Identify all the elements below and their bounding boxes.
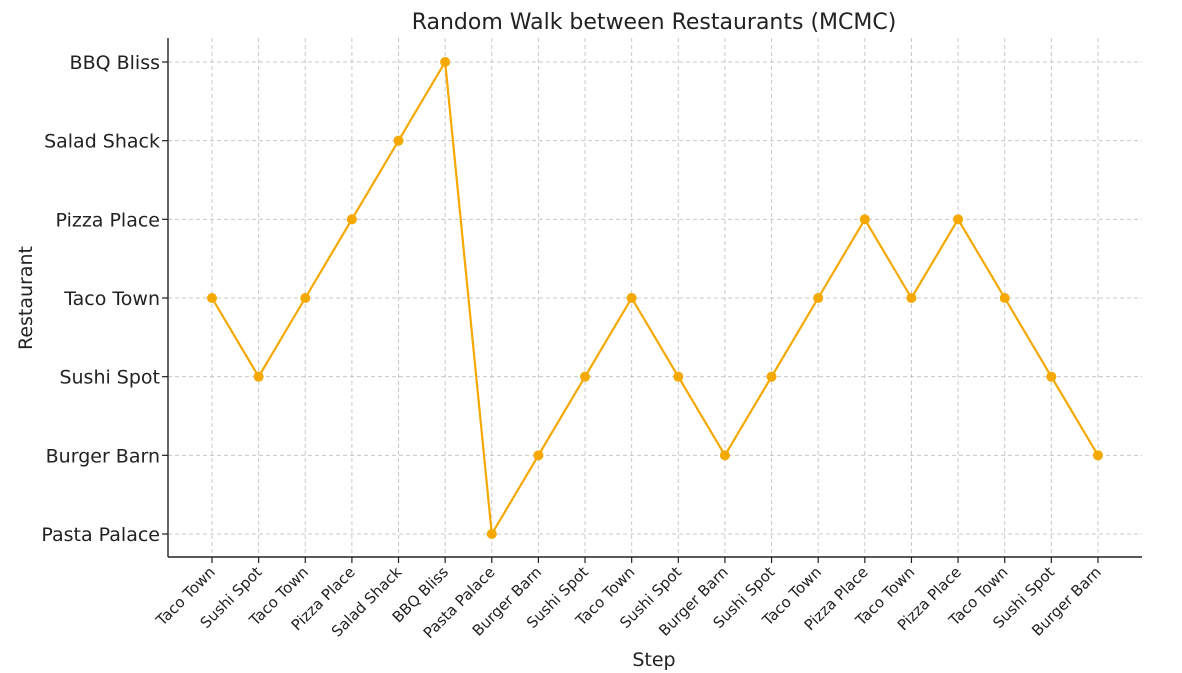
data-point	[859, 214, 870, 225]
data-point	[440, 57, 451, 67]
grid-layer	[168, 38, 1142, 557]
data-point	[766, 371, 777, 382]
data-point	[533, 450, 544, 461]
data-point	[906, 293, 917, 303]
y-tick-label: Pizza Place	[56, 209, 160, 231]
data-point	[207, 293, 217, 303]
x-axis-label: Step	[632, 649, 675, 671]
y-tick-label: Salad Shack	[44, 131, 160, 153]
y-axis-label: Restaurant	[15, 246, 37, 350]
y-tick-label: Pasta Palace	[41, 524, 160, 546]
data-point	[486, 529, 497, 539]
data-point	[999, 293, 1010, 303]
data-point	[300, 293, 311, 303]
series-line-layer	[211, 60, 1099, 536]
data-point	[393, 135, 404, 146]
data-point	[626, 293, 637, 303]
y-tick-label: Burger Barn	[46, 445, 160, 467]
data-point	[580, 371, 591, 382]
chart-title: Random Walk between Restaurants (MCMC)	[412, 10, 897, 35]
data-point	[953, 214, 964, 225]
y-tick-label: BBQ Bliss	[70, 52, 160, 74]
data-point	[813, 293, 824, 303]
data-point	[719, 450, 730, 461]
data-point	[1046, 371, 1057, 382]
data-point	[673, 371, 684, 382]
data-point	[346, 214, 357, 225]
series-line	[211, 60, 1099, 536]
y-tick-layer: Pasta Palace Burger Barn Sushi Spot Taco To…	[41, 52, 168, 546]
marker-layer	[207, 57, 1103, 539]
y-tick-label: Taco Town	[63, 288, 160, 310]
y-tick-label: Sushi Spot	[59, 367, 160, 389]
data-point	[1092, 450, 1103, 461]
data-point	[253, 371, 264, 382]
